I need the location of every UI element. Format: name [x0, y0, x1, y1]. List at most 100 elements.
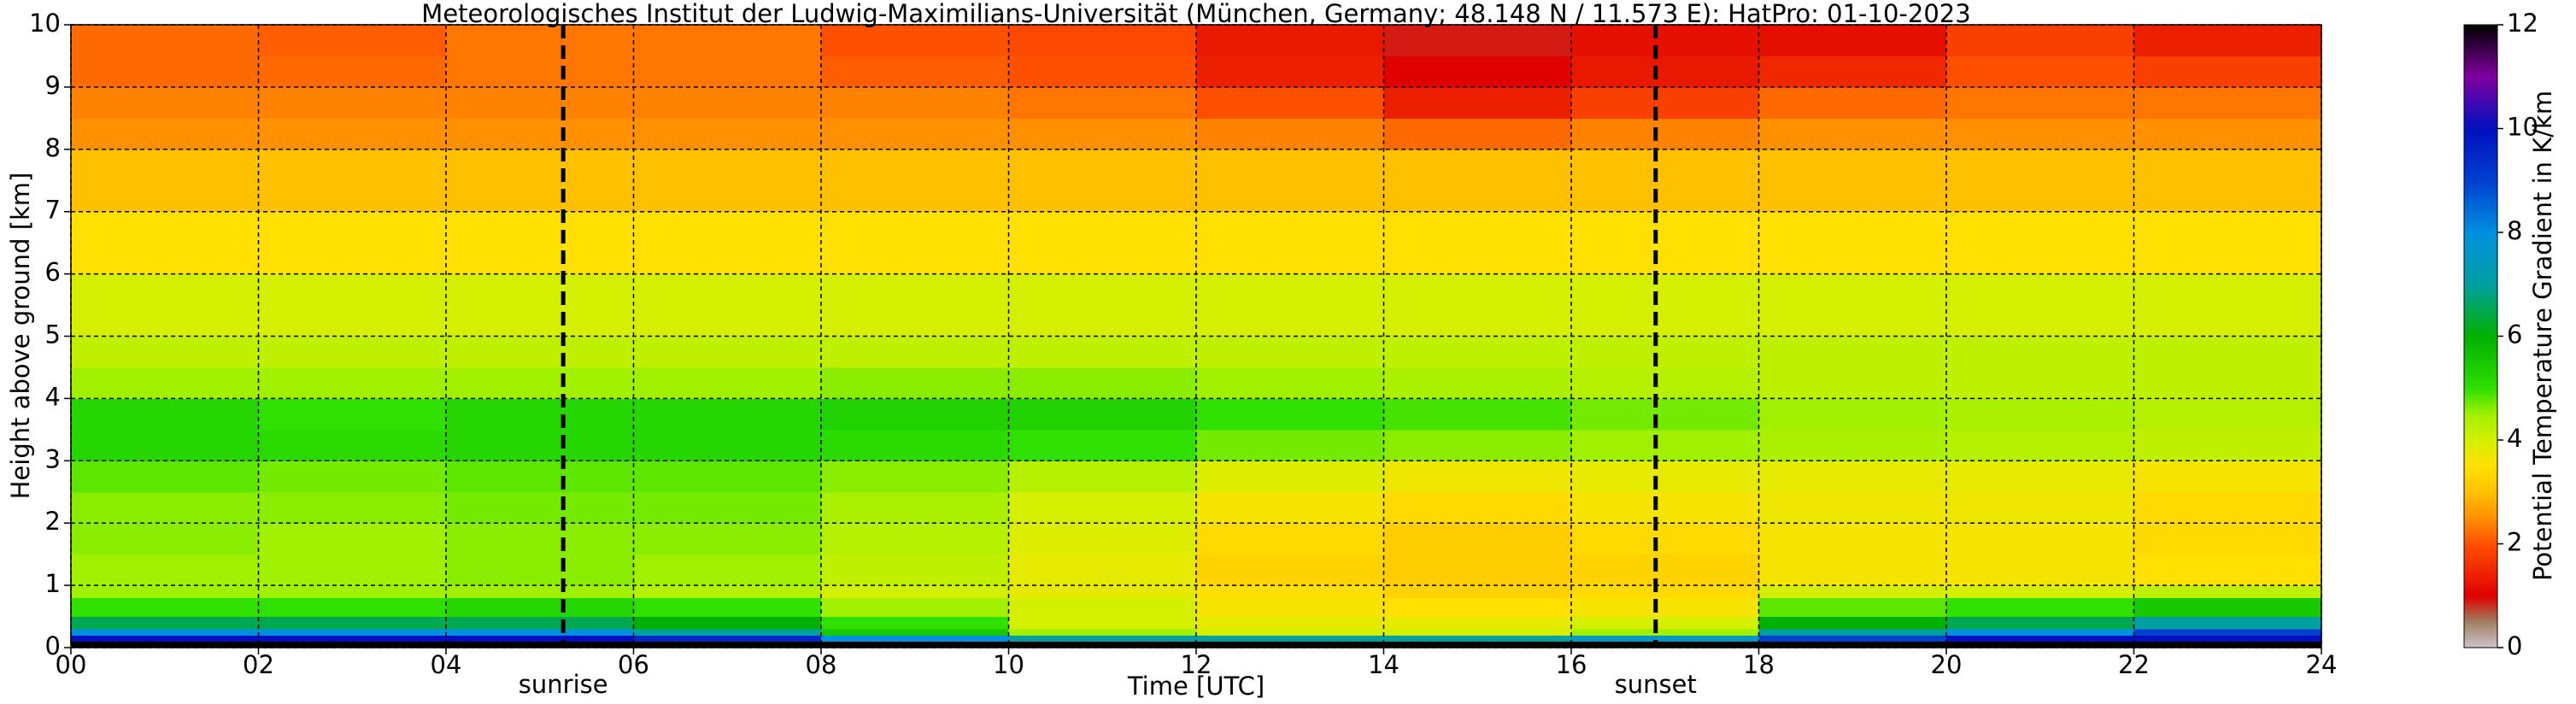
- colorbar-swatch: [2464, 359, 2497, 363]
- colorbar-swatch: [2464, 123, 2497, 126]
- heatmap-cell: [1383, 398, 1572, 431]
- colorbar-swatch: [2464, 305, 2497, 308]
- heatmap-cell: [821, 429, 1009, 461]
- colorbar-swatch: [2464, 296, 2497, 301]
- y-tick-label: 4: [45, 382, 61, 411]
- colorbar-swatch: [2464, 193, 2497, 197]
- heatmap-cell: [446, 118, 634, 150]
- heatmap-cell: [71, 398, 259, 431]
- colorbar-tick-label: 12: [2507, 9, 2538, 38]
- heatmap-cell: [1946, 25, 2134, 56]
- heatmap-cell: [1758, 273, 1947, 337]
- heatmap-cell: [1196, 491, 1384, 524]
- colorbar-swatch: [2464, 188, 2497, 191]
- y-tick-label: 2: [45, 507, 61, 536]
- colorbar-swatch: [2464, 364, 2497, 368]
- colorbar-swatch: [2464, 431, 2497, 436]
- colorbar-swatch: [2464, 554, 2497, 558]
- x-tick-label: 18: [1743, 650, 1775, 679]
- heatmap-cell: [446, 56, 634, 88]
- colorbar-swatch: [2464, 502, 2497, 506]
- y-tick-label: 0: [45, 631, 61, 660]
- heatmap-cell: [1008, 597, 1197, 618]
- colorbar-swatch: [2464, 126, 2497, 129]
- heatmap-cell: [633, 585, 822, 599]
- colorbar-swatch: [2464, 79, 2497, 83]
- colorbar-swatch: [2464, 616, 2497, 620]
- heatmap-cell: [633, 86, 822, 119]
- colorbar-swatch: [2464, 471, 2497, 474]
- heatmap-cell: [1571, 491, 1759, 524]
- heatmap-cell: [2133, 56, 2322, 88]
- colorbar-swatch: [2464, 289, 2497, 293]
- colorbar-swatch: [2464, 178, 2497, 181]
- heatmap-cell: [633, 118, 822, 150]
- heatmap-cell: [2133, 429, 2322, 461]
- heatmap-cell: [71, 149, 259, 213]
- heatmap-cell: [446, 554, 634, 586]
- colorbar-swatch: [2464, 273, 2497, 278]
- colorbar-swatch: [2464, 426, 2497, 431]
- heatmap-cell: [71, 211, 259, 275]
- colorbar-swatch: [2464, 35, 2497, 38]
- colorbar-swatch: [2464, 486, 2497, 490]
- heatmap-cell: [258, 461, 447, 493]
- colorbar-swatch: [2464, 463, 2497, 466]
- colorbar-swatch: [2464, 58, 2497, 62]
- colorbar-swatch: [2464, 380, 2497, 384]
- colorbar-swatch: [2464, 245, 2497, 249]
- heatmap-cell: [633, 429, 822, 461]
- colorbar-swatch: [2464, 448, 2497, 451]
- heatmap-cell: [1196, 118, 1384, 150]
- colorbar-swatch: [2464, 543, 2497, 548]
- heatmap-cell: [1383, 641, 1572, 648]
- colorbar-swatch: [2464, 513, 2497, 516]
- colorbar-swatch: [2464, 538, 2497, 542]
- heatmap-cell: [1946, 56, 2134, 88]
- heatmap-cell: [633, 635, 822, 642]
- y-tick-label: 1: [45, 569, 61, 598]
- heatmap-cell: [446, 149, 634, 213]
- colorbar-swatch: [2464, 84, 2497, 88]
- heatmap-cell: [1383, 25, 1572, 56]
- heatmap-cell: [1008, 629, 1197, 636]
- heatmap-cell: [1571, 429, 1759, 461]
- colorbar-swatch: [2464, 466, 2497, 469]
- heatmap-cell: [1008, 523, 1197, 555]
- colorbar-swatch: [2464, 105, 2497, 109]
- heatmap-cell: [1571, 629, 1759, 636]
- heatmap-cell: [1946, 554, 2134, 586]
- colorbar-tick-label: 8: [2507, 216, 2522, 245]
- colorbar-swatch: [2464, 541, 2497, 544]
- colorbar-swatch: [2464, 346, 2497, 350]
- colorbar-swatch: [2464, 95, 2497, 98]
- heatmap-cell: [258, 25, 447, 56]
- heatmap-cell: [1758, 86, 1947, 119]
- colorbar-swatch: [2464, 198, 2497, 202]
- heatmap-cell: [1946, 635, 2134, 642]
- colorbar-swatch: [2464, 173, 2497, 176]
- colorbar-swatch: [2464, 221, 2497, 226]
- colorbar-swatch: [2464, 76, 2497, 80]
- colorbar-swatch: [2464, 574, 2497, 578]
- colorbar-swatch: [2464, 144, 2497, 148]
- y-tick-label: 6: [45, 258, 61, 287]
- colorbar-swatch: [2464, 580, 2497, 584]
- colorbar-swatch: [2464, 626, 2497, 631]
- heatmap-cell: [1946, 641, 2134, 648]
- colorbar-swatch: [2464, 624, 2497, 628]
- heatmap-cell: [258, 56, 447, 88]
- colorbar-swatch: [2464, 590, 2497, 594]
- colorbar-swatch: [2464, 100, 2497, 103]
- heatmap-cell: [1383, 429, 1572, 461]
- colorbar-swatch: [2464, 138, 2497, 143]
- heatmap-cell: [633, 491, 822, 524]
- heatmap-cell: [258, 554, 447, 586]
- colorbar-swatch: [2464, 50, 2497, 54]
- colorbar-swatch: [2464, 343, 2497, 348]
- heatmap-cell: [1196, 429, 1384, 461]
- heatmap-cell: [1196, 461, 1384, 493]
- colorbar-swatch: [2464, 201, 2497, 205]
- heatmap-cell: [1383, 597, 1572, 618]
